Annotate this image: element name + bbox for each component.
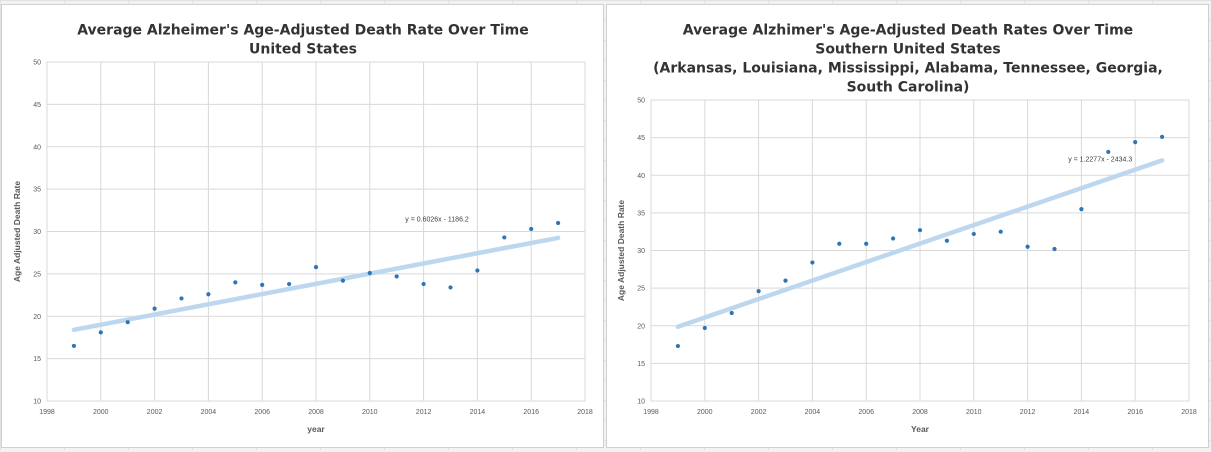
x-axis-title: Year xyxy=(911,424,930,434)
data-point xyxy=(1079,207,1084,212)
data-point xyxy=(394,274,399,279)
data-point xyxy=(810,260,815,265)
y-axis-title: Age Adjusted Death Rate xyxy=(616,200,626,302)
data-point xyxy=(864,241,869,246)
data-point xyxy=(917,228,923,233)
data-point xyxy=(98,330,103,335)
y-tick-label: 20 xyxy=(33,314,41,321)
x-tick-label: 2002 xyxy=(751,409,767,416)
y-tick-label: 45 xyxy=(637,135,645,142)
chart-title-line-0: Average Alzheimer's Age-Adjusted Death R… xyxy=(77,23,529,39)
data-point xyxy=(179,296,184,301)
data-point xyxy=(529,226,534,232)
x-tick-label: 2002 xyxy=(147,409,163,416)
data-point xyxy=(421,281,426,287)
y-tick-label: 25 xyxy=(33,271,41,278)
chart-title-line-3: South Carolina) xyxy=(847,80,970,96)
y-tick-label: 35 xyxy=(637,210,645,217)
data-point xyxy=(502,235,507,240)
data-point xyxy=(891,236,896,241)
x-tick-label: 2006 xyxy=(858,409,874,416)
data-point xyxy=(675,343,680,349)
data-point xyxy=(260,282,265,287)
data-point xyxy=(313,264,319,270)
x-tick-label: 2018 xyxy=(577,409,593,416)
chart-title-line-0: Average Alzhimer's Age-Adjusted Death Ra… xyxy=(683,23,1133,39)
y-tick-label: 35 xyxy=(33,187,41,194)
x-tick-label: 1998 xyxy=(39,409,55,416)
y-tick-label: 30 xyxy=(33,229,41,236)
x-tick-label: 2010 xyxy=(966,409,982,416)
x-tick-label: 2008 xyxy=(912,409,928,416)
data-point xyxy=(1052,246,1057,252)
chart-svg-united-states: Average Alzheimer's Age-Adjusted Death R… xyxy=(12,23,593,434)
data-point xyxy=(475,268,480,273)
x-tick-label: 2012 xyxy=(1020,409,1036,416)
chart-title-line-2: (Arkansas, Louisiana, Mississippi, Alaba… xyxy=(653,61,1163,77)
x-tick-label: 2018 xyxy=(1181,409,1197,416)
chart-title-line-1: United States xyxy=(249,42,357,58)
x-tick-label: 2014 xyxy=(470,409,486,416)
data-point xyxy=(1133,140,1138,145)
x-tick-label: 2004 xyxy=(201,409,217,416)
data-point xyxy=(783,278,788,283)
data-point xyxy=(556,220,561,226)
x-axis-title: year xyxy=(307,424,325,434)
x-tick-label: 2016 xyxy=(523,409,539,416)
data-point xyxy=(448,285,453,290)
y-tick-label: 45 xyxy=(33,102,41,109)
y-axis-title: Age Adjusted Death Rate xyxy=(12,181,22,283)
x-tick-label: 2006 xyxy=(254,409,270,416)
y-tick-label: 15 xyxy=(637,361,645,368)
x-tick-label: 1998 xyxy=(643,409,659,416)
data-point xyxy=(729,310,734,316)
data-point xyxy=(998,229,1003,234)
x-tick-label: 2012 xyxy=(416,409,432,416)
data-point xyxy=(340,278,345,283)
y-tick-label: 40 xyxy=(33,144,41,151)
data-point xyxy=(206,292,211,297)
trendline xyxy=(675,158,1165,329)
x-tick-label: 2000 xyxy=(93,409,109,416)
chart-title-line-1: Southern United States xyxy=(815,42,1001,58)
chart-svg-southern-us: Average Alzhimer's Age-Adjusted Death Ra… xyxy=(616,23,1197,434)
y-tick-label: 50 xyxy=(33,60,41,67)
y-tick-label: 15 xyxy=(33,356,41,363)
data-point xyxy=(71,343,76,349)
y-tick-label: 25 xyxy=(637,286,645,293)
y-tick-label: 20 xyxy=(637,323,645,330)
trendline-equation: y = 1.2277x - 2434.3 xyxy=(1068,157,1132,164)
x-tick-label: 2014 xyxy=(1074,409,1090,416)
data-point xyxy=(233,280,238,285)
x-tick-label: 2010 xyxy=(362,409,378,416)
data-point xyxy=(287,281,292,287)
x-tick-label: 2004 xyxy=(805,409,821,416)
y-tick-label: 30 xyxy=(637,248,645,255)
trendline-equation: y = 0.6026x - 1186.2 xyxy=(405,216,469,223)
chart-panel-southern-us[interactable]: Average Alzhimer's Age-Adjusted Death Ra… xyxy=(606,4,1209,448)
trendline xyxy=(71,235,561,333)
y-tick-label: 10 xyxy=(637,399,645,406)
x-tick-label: 2016 xyxy=(1127,409,1143,416)
data-point xyxy=(944,238,949,243)
data-point xyxy=(125,320,130,325)
y-tick-label: 10 xyxy=(33,399,41,406)
data-point xyxy=(1106,149,1111,155)
chart-panel-united-states[interactable]: Average Alzheimer's Age-Adjusted Death R… xyxy=(1,4,604,448)
data-point xyxy=(1025,244,1030,249)
data-point xyxy=(702,325,707,331)
x-tick-label: 2000 xyxy=(697,409,713,416)
data-point xyxy=(367,270,372,276)
y-tick-label: 40 xyxy=(637,173,645,180)
data-point xyxy=(1160,134,1165,139)
data-point xyxy=(756,289,761,294)
y-tick-label: 50 xyxy=(637,98,645,105)
data-point xyxy=(152,306,157,311)
data-point xyxy=(837,241,842,246)
data-point xyxy=(971,231,976,237)
x-tick-label: 2008 xyxy=(308,409,324,416)
